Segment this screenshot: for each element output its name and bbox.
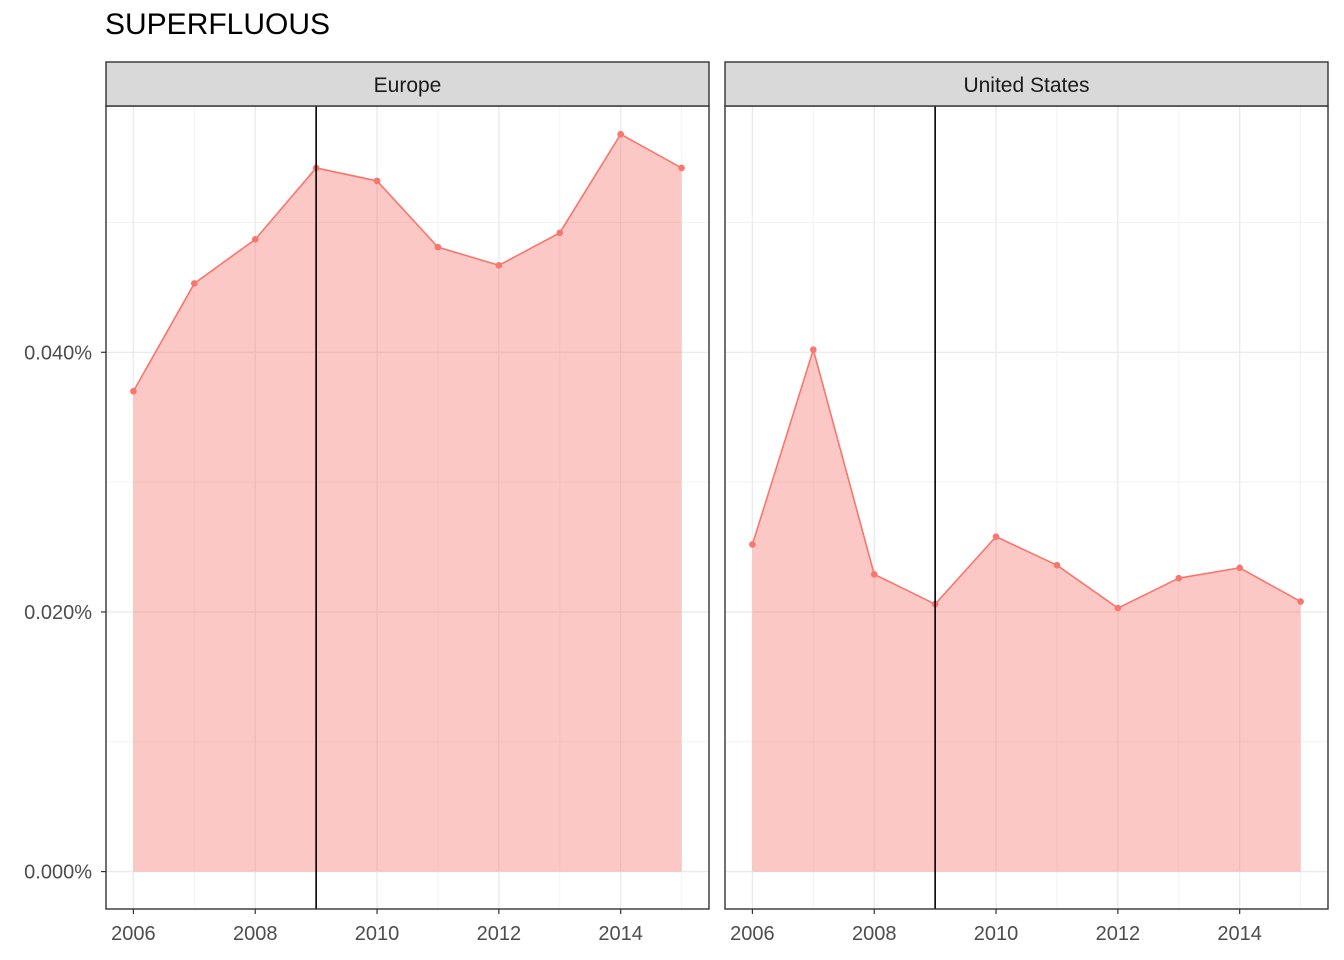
x-tick-label: 2010 — [974, 923, 1019, 945]
x-tick-label: 2006 — [730, 923, 775, 945]
data-point — [130, 387, 137, 395]
data-point — [749, 541, 756, 548]
data-point — [495, 262, 503, 269]
data-point — [1175, 574, 1183, 582]
x-tick-label: 2008 — [233, 923, 278, 945]
plot-background — [106, 106, 709, 909]
x-tick-label: 2010 — [355, 923, 400, 945]
plot-background — [725, 106, 1328, 909]
y-tick-label: 0.000% — [24, 862, 92, 884]
x-tick-label: 2006 — [111, 923, 156, 945]
chart-title: SUPERFLUOUS — [105, 8, 331, 41]
data-point — [870, 570, 878, 578]
series-area — [752, 349, 1301, 872]
data-point — [191, 280, 198, 287]
facet-strip — [105, 61, 710, 107]
data-point — [556, 229, 564, 237]
x-tick-label: 2012 — [1096, 923, 1141, 945]
data-point — [678, 164, 685, 172]
series-area — [133, 134, 682, 872]
facet-strip — [724, 61, 1329, 107]
data-point — [810, 346, 817, 353]
y-tick-label: 0.040% — [24, 342, 92, 364]
data-point — [1297, 598, 1304, 605]
data-point — [251, 236, 259, 243]
panel-1: United States 2006 2008 2010 2012 2014 — [724, 61, 1329, 945]
series-line — [751, 346, 1301, 609]
x-tick-label: 2012 — [477, 923, 522, 945]
data-point — [992, 533, 1000, 540]
x-tick-label: 2014 — [598, 923, 643, 945]
facet-strip-label: United States — [963, 74, 1089, 97]
y-tick-label: 0.020% — [24, 602, 92, 624]
facet-strip-label: Europe — [374, 74, 442, 97]
x-tick-label: 2014 — [1217, 923, 1262, 945]
data-point — [434, 243, 442, 251]
data-point — [1053, 561, 1061, 569]
x-tick-label: 2008 — [852, 923, 897, 945]
data-point — [373, 177, 381, 185]
panel-0: Europe 2006 2008 2010 2012 2014 — [105, 61, 710, 945]
data-point — [1114, 604, 1122, 612]
data-point — [617, 130, 624, 138]
series-line — [132, 133, 682, 392]
data-point — [1236, 564, 1243, 572]
